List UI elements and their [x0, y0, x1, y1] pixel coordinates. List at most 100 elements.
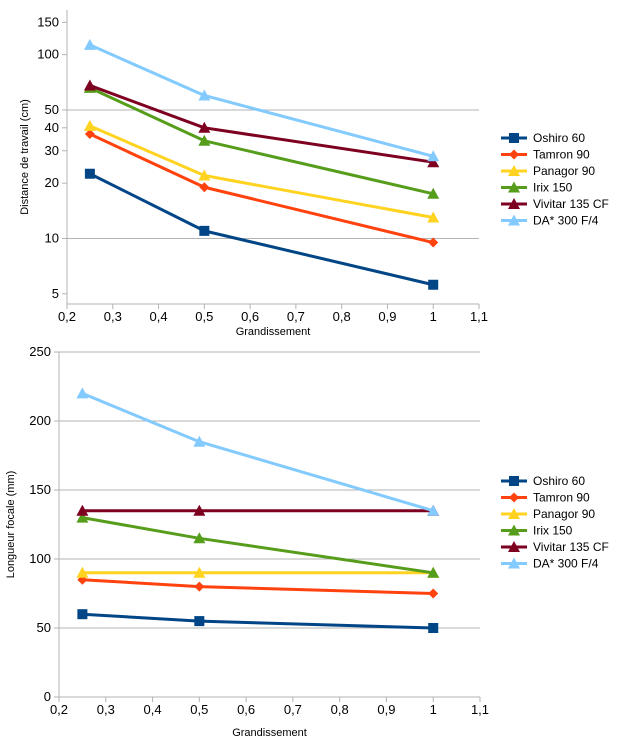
data-point — [83, 119, 96, 131]
series-irix-150 — [76, 511, 440, 578]
x-tick-label: 0,5 — [190, 702, 208, 717]
x-tick-label: 0,3 — [97, 702, 115, 717]
x-tick-label: 1,1 — [470, 309, 488, 324]
x-tick-label: 0,7 — [284, 702, 302, 717]
legend-label: Panagor 90 — [533, 164, 595, 178]
x-tick-label: 1,1 — [471, 702, 489, 717]
series-panagor-90 — [76, 566, 440, 578]
legend-swatch-marker — [509, 149, 519, 160]
y-tick-label: 100 — [29, 551, 51, 566]
legend-item: Vivitar 135 CF — [501, 197, 609, 211]
series-irix-150 — [83, 81, 440, 199]
legend-swatch-marker — [508, 508, 520, 519]
legend-label: DA* 300 F/4 — [533, 214, 599, 228]
focal-length-chart: 0 50 100 150 200 250 0,2 0,3 0,4 0,5 0,6 0,7 0,8 0,9 1… — [5, 344, 609, 739]
x-tick-label: 0,4 — [144, 702, 162, 717]
x-tick-label: 0,9 — [377, 702, 395, 717]
x-tick-label: 0,4 — [150, 309, 168, 324]
legend: Oshiro 60 Tamron 90 Panagor 90 Irix 150 Vivi… — [501, 131, 609, 228]
legend-item: DA* 300 F/4 — [501, 214, 599, 228]
y-tick-label: 40 — [45, 120, 59, 135]
legend-swatch-marker — [508, 198, 520, 209]
x-tick-label: 1 — [430, 702, 437, 717]
series-panagor-90 — [83, 119, 440, 223]
legend-swatch-marker — [509, 133, 519, 143]
series-line — [89, 132, 434, 245]
legend-item: DA* 300 F/4 — [501, 557, 599, 571]
legend-swatch-marker — [508, 214, 520, 226]
data-point — [194, 581, 205, 592]
series-line — [82, 516, 434, 575]
series-line — [82, 612, 434, 630]
data-point — [193, 532, 206, 544]
data-point — [428, 279, 439, 290]
data-point — [427, 150, 440, 162]
series-line — [82, 578, 434, 595]
legend-swatch-marker — [508, 181, 520, 193]
y-tick-label: 200 — [29, 413, 51, 428]
x-tick-label: 0,8 — [333, 309, 351, 324]
data-point — [198, 89, 211, 101]
data-point — [428, 623, 439, 633]
data-point — [428, 588, 439, 599]
series-vivitar-135-cf — [83, 79, 440, 168]
legend-item: Oshiro 60 — [501, 131, 585, 145]
series-line — [89, 124, 434, 220]
legend-item: Vivitar 135 CF — [501, 540, 609, 554]
data-point — [427, 566, 440, 578]
data-point — [427, 156, 440, 168]
y-tick-label: 150 — [37, 14, 59, 29]
y-tick-label: 50 — [45, 102, 59, 117]
x-axis-label: Grandissement — [232, 727, 307, 739]
x-tick-label: 1 — [430, 309, 437, 324]
series-line — [89, 84, 434, 164]
data-point — [198, 169, 211, 181]
legend-label: Tamron 90 — [533, 148, 590, 162]
series-da-300-f-4 — [83, 38, 440, 162]
legend-label: Oshiro 60 — [533, 131, 585, 145]
legend-label: DA* 300 F/4 — [533, 557, 599, 571]
data-point — [199, 225, 210, 236]
y-tick-label: 0 — [44, 689, 51, 704]
legend-item: Panagor 90 — [501, 164, 595, 178]
y-tick-label: 20 — [45, 175, 59, 190]
data-point — [427, 504, 440, 516]
x-tick-label: 0,3 — [104, 309, 122, 324]
data-point — [199, 182, 210, 193]
legend: Oshiro 60 Tamron 90 Panagor 90 Irix 150 Vivi… — [501, 474, 609, 571]
series-oshiro-60 — [77, 609, 439, 633]
legend-item: Tamron 90 — [501, 491, 590, 505]
legend-label: Vivitar 135 CF — [533, 540, 609, 554]
y-axis-label: Distance de travail (cm) — [19, 99, 31, 215]
y-tick-label: 150 — [29, 482, 51, 497]
legend-swatch-marker — [509, 492, 519, 503]
legend-label: Vivitar 135 CF — [533, 197, 609, 211]
data-point — [84, 129, 95, 140]
data-point — [76, 387, 89, 399]
gridlines — [67, 109, 479, 239]
legend-swatch-marker — [508, 524, 520, 536]
data-point — [194, 616, 205, 627]
data-point — [84, 168, 95, 179]
series-line — [89, 43, 434, 158]
legend-label: Irix 150 — [533, 524, 573, 538]
legend-swatch-marker — [509, 476, 519, 486]
data-point — [77, 609, 88, 620]
data-point — [198, 121, 211, 133]
legend-swatch-marker — [508, 557, 520, 569]
x-axis-label: Grandissement — [236, 326, 311, 338]
legend-label: Irix 150 — [533, 181, 573, 195]
data-point — [427, 187, 440, 199]
data-point — [193, 435, 206, 447]
data-point — [76, 566, 89, 578]
x-tick-label: 0,8 — [331, 702, 349, 717]
legend-item: Tamron 90 — [501, 148, 590, 162]
legend-swatch-marker — [508, 541, 520, 552]
y-tick-label: 250 — [29, 344, 51, 359]
x-tick-label: 0,6 — [241, 309, 259, 324]
x-tick-label: 0,9 — [378, 309, 396, 324]
y-axis-label: Longueur focale (mm) — [5, 471, 17, 579]
x-tick-labels: 0,2 0,3 0,4 0,5 0,6 0,7 0,8 0,9 1 1,1 — [50, 697, 489, 717]
series-vivitar-135-cf — [76, 504, 440, 516]
